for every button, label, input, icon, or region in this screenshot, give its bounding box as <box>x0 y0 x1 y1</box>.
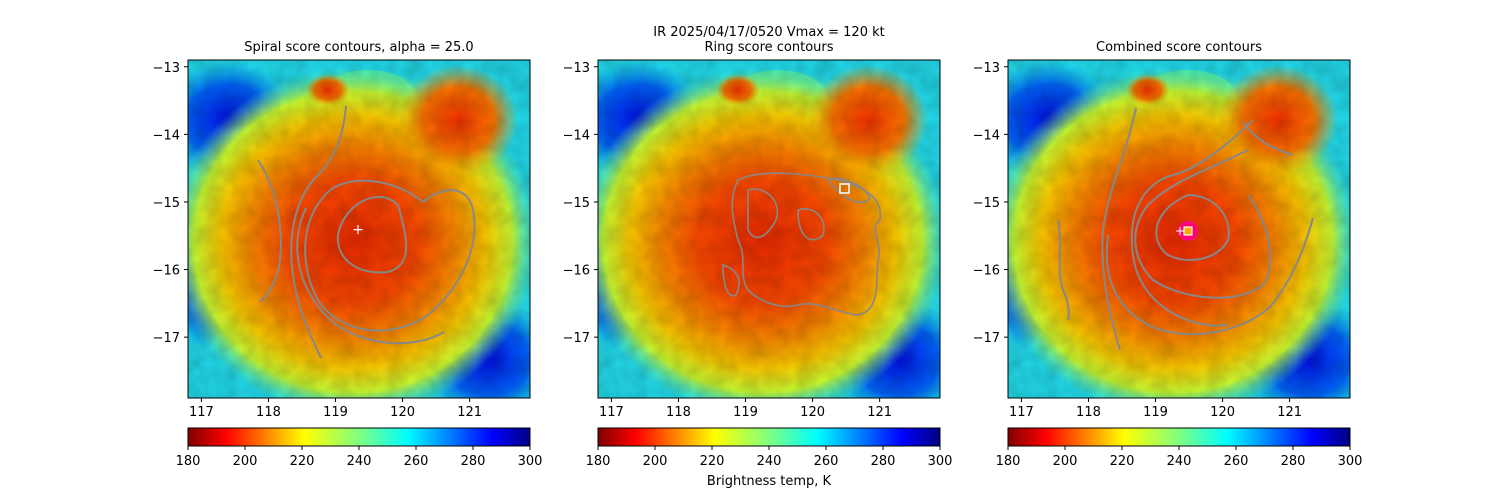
x-tick-label: 121 <box>457 405 482 420</box>
center-marker-plus: + <box>1175 224 1185 238</box>
colorbar-tick-label: 300 <box>1338 454 1363 469</box>
panel-ring <box>597 59 941 399</box>
x-tick-label: 117 <box>1009 405 1034 420</box>
colorbar-tick-label: 220 <box>700 454 725 469</box>
colorbar-tick-label: 200 <box>643 454 668 469</box>
x-tick-label: 120 <box>1210 405 1235 420</box>
ir-image <box>188 60 530 398</box>
x-tick-label: 119 <box>733 405 758 420</box>
colorbar-tick-label: 260 <box>404 454 429 469</box>
x-tick-label: 117 <box>599 405 624 420</box>
y-tick-label: −16 <box>153 264 180 279</box>
x-tick-label: 120 <box>390 405 415 420</box>
y-tick-label: −15 <box>973 196 1000 211</box>
x-tick-label: 118 <box>256 405 281 420</box>
colorbar-tick-label: 240 <box>347 454 372 469</box>
y-tick-label: −14 <box>563 128 590 143</box>
spiral-contours <box>257 105 476 359</box>
panel-title: Ring score contours <box>704 40 833 55</box>
colorbar-tick-label: 220 <box>290 454 315 469</box>
colorbar-tick-label: 180 <box>996 454 1021 469</box>
axes-frame <box>597 59 941 399</box>
axes-frame <box>1007 59 1351 399</box>
colorbar-tick-label: 200 <box>233 454 258 469</box>
ring-contours <box>722 172 882 316</box>
panel-title: Combined score contours <box>1096 40 1262 55</box>
axes-labels: Spiral score contours, alpha = 25.0 117 11… <box>153 40 1302 420</box>
y-tick-label: −15 <box>153 196 180 211</box>
colorbars: 180 200 220 240 260 280 300 180 200 220 240 260 280 3… <box>176 427 1363 469</box>
x-tick-label: 119 <box>1143 405 1168 420</box>
y-tick-label: −14 <box>153 128 180 143</box>
y-tick-label: −17 <box>563 331 590 346</box>
colorbar-bar <box>1007 427 1351 447</box>
colorbar-tick-label: 300 <box>518 454 543 469</box>
y-tick-label: −16 <box>563 264 590 279</box>
y-tick-label: −13 <box>153 61 180 76</box>
y-tick-label: −16 <box>973 264 1000 279</box>
center-marker-plus: + <box>352 222 364 238</box>
x-tick-label: 118 <box>1076 405 1101 420</box>
colorbar-tick-label: 280 <box>871 454 896 469</box>
x-tick-label: 117 <box>189 405 214 420</box>
x-tick-label: 121 <box>867 405 892 420</box>
colorbar-label: Brightness temp, K <box>707 474 832 489</box>
colorbar-tick-label: 240 <box>757 454 782 469</box>
ring-marker-square <box>839 183 850 194</box>
y-tick-label: −13 <box>973 61 1000 76</box>
colorbar-tick-label: 280 <box>461 454 486 469</box>
ir-image <box>1008 60 1350 398</box>
colorbar-tick-label: 220 <box>1110 454 1135 469</box>
x-tick-label: 119 <box>323 405 348 420</box>
combined-contours <box>1057 107 1314 351</box>
colorbar-tick-label: 280 <box>1281 454 1306 469</box>
colorbar-bar <box>597 427 941 447</box>
colorbar-tick-label: 180 <box>176 454 201 469</box>
colorbar-tick-label: 260 <box>1224 454 1249 469</box>
colorbar-bar <box>187 427 531 447</box>
colorbar-tick-label: 240 <box>1167 454 1192 469</box>
panel-combined: + <box>1007 59 1351 399</box>
y-tick-label: −17 <box>153 331 180 346</box>
axes-frame <box>187 59 531 399</box>
panel-spiral: + <box>187 59 531 399</box>
x-tick-label: 118 <box>666 405 691 420</box>
y-tick-label: −14 <box>973 128 1000 143</box>
y-tick-label: −13 <box>563 61 590 76</box>
y-tick-label: −15 <box>563 196 590 211</box>
figure-suptitle: IR 2025/04/17/0520 Vmax = 120 kt <box>653 25 884 40</box>
y-tick-label: −17 <box>973 331 1000 346</box>
colorbar-tick-label: 300 <box>928 454 953 469</box>
colorbar-tick-label: 260 <box>814 454 839 469</box>
ir-image <box>598 60 940 398</box>
colorbar-tick-label: 200 <box>1053 454 1078 469</box>
colorbar-tick-label: 180 <box>586 454 611 469</box>
ring-marker-square <box>1183 226 1193 236</box>
x-tick-label: 121 <box>1277 405 1302 420</box>
panel-title: Spiral score contours, alpha = 25.0 <box>244 40 473 55</box>
x-tick-label: 120 <box>800 405 825 420</box>
